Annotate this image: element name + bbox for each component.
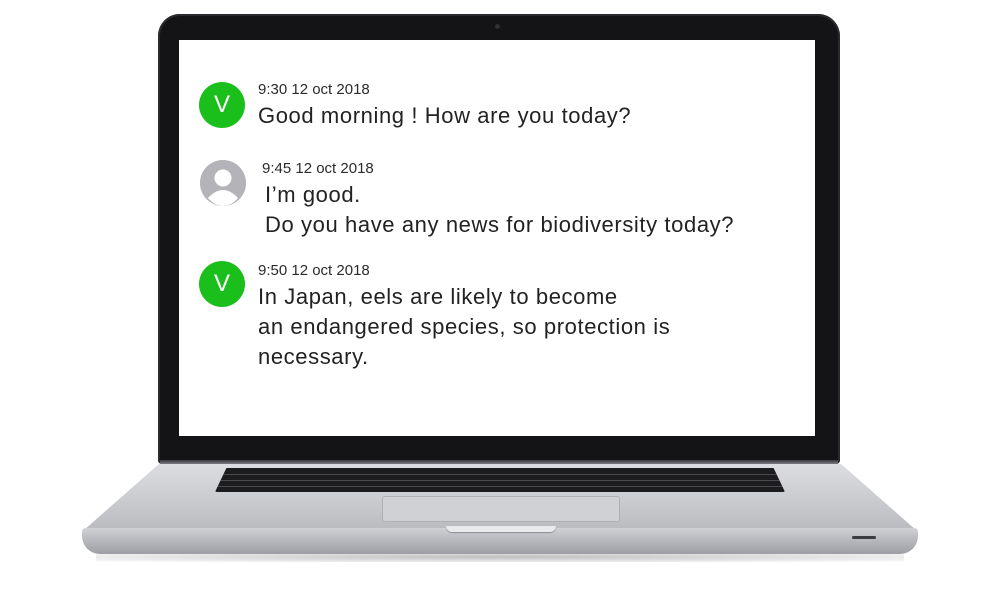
message-text: I’m good. Do you have any news for biodi… — [265, 180, 734, 240]
message-line: I’m good. — [265, 182, 361, 207]
trackpad — [382, 496, 620, 522]
laptop-front-edge — [82, 528, 918, 554]
webcam-icon — [495, 24, 500, 29]
laptop-bezel: V 9:30 12 oct 2018 Good morning ! How ar… — [158, 14, 840, 464]
lid-notch — [446, 526, 556, 532]
message-timestamp: 9:45 12 oct 2018 — [262, 160, 374, 177]
message-line: Good morning ! How are you today? — [258, 103, 632, 128]
avatar-letter: V — [213, 270, 230, 297]
message-line: necessary. — [258, 344, 369, 369]
message-timestamp: 9:50 12 oct 2018 — [258, 262, 370, 279]
keyboard-row — [215, 480, 785, 481]
message-line: In Japan, eels are likely to become — [258, 284, 618, 309]
message-text: In Japan, eels are likely to become an e… — [258, 282, 670, 372]
message-line: an endangered species, so protection is — [258, 314, 671, 339]
message-line: Do you have any news for biodiversity to… — [265, 212, 735, 237]
keyboard-row — [215, 486, 785, 487]
avatar-v[interactable]: V — [199, 261, 245, 307]
avatar-v[interactable]: V — [199, 82, 245, 128]
keyboard — [215, 468, 785, 492]
status-led-icon — [852, 536, 876, 539]
avatar-letter: V — [213, 91, 230, 118]
laptop-hinge — [160, 460, 838, 466]
keyboard-row — [215, 474, 785, 475]
message-timestamp: 9:30 12 oct 2018 — [258, 81, 370, 98]
person-icon — [200, 160, 246, 206]
message-text: Good morning ! How are you today? — [258, 101, 631, 131]
avatar-user[interactable] — [200, 160, 246, 206]
chat-screen: V 9:30 12 oct 2018 Good morning ! How ar… — [179, 40, 815, 436]
laptop-shadow — [96, 552, 904, 562]
